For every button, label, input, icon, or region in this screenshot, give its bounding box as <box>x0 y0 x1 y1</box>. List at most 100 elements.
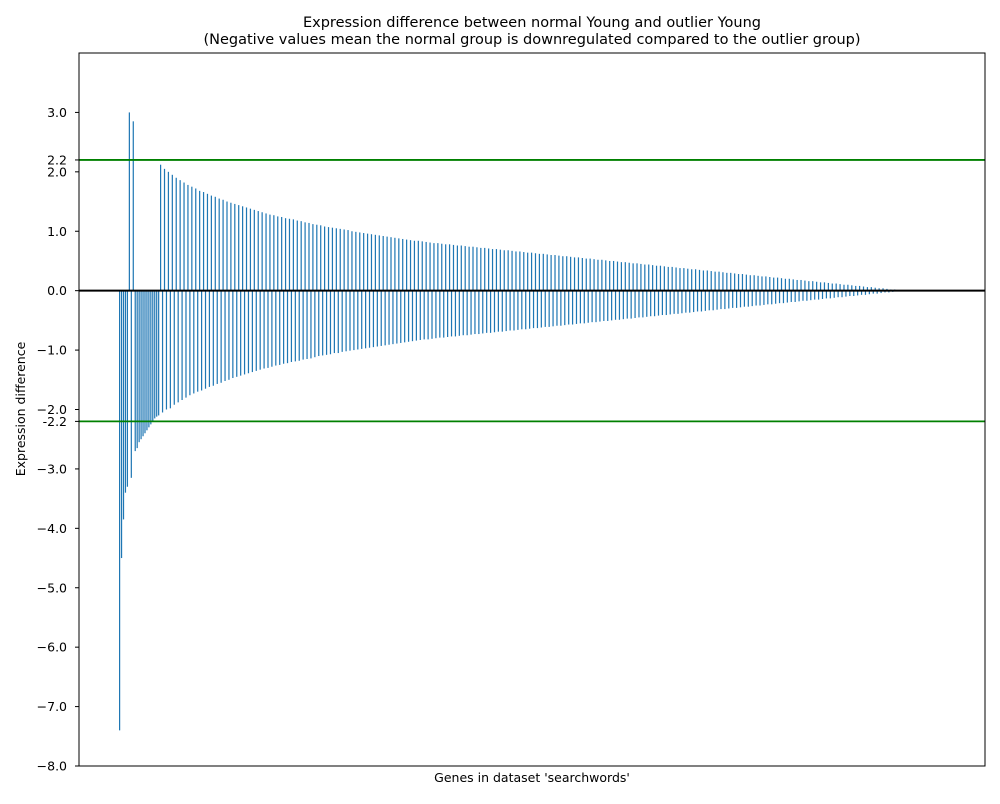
expression-bar <box>778 290 781 304</box>
expression-bar <box>300 221 302 291</box>
expression-bar <box>353 290 355 351</box>
expression-bar <box>316 224 318 291</box>
expression-bar <box>181 290 183 400</box>
expression-bar <box>122 290 125 520</box>
expression-bar <box>722 272 724 291</box>
expression-bar <box>673 290 675 314</box>
expression-bar <box>234 203 236 291</box>
expression-bar <box>788 278 790 291</box>
expression-bar <box>661 290 663 316</box>
expression-bar <box>140 290 142 440</box>
expression-bar <box>257 211 259 291</box>
expression-bar <box>536 290 539 329</box>
expression-bar <box>659 265 662 291</box>
expression-bar <box>435 290 437 339</box>
expression-bar <box>808 281 810 291</box>
expression-bar <box>251 290 253 373</box>
expression-bar <box>679 268 681 291</box>
expression-bar <box>640 263 642 291</box>
expression-bar <box>792 279 794 291</box>
expression-bar <box>124 290 127 493</box>
expression-bar <box>148 290 150 428</box>
expression-bar <box>622 290 624 320</box>
expression-bar <box>687 268 689 291</box>
expression-bar <box>363 233 365 291</box>
expression-bar <box>245 207 248 291</box>
expression-bar <box>618 290 621 320</box>
expression-bar <box>185 290 187 398</box>
expression-bar <box>445 244 447 291</box>
expression-bar <box>255 290 257 371</box>
expression-bar <box>550 255 552 291</box>
expression-bar <box>704 290 706 311</box>
expression-bar <box>757 275 759 291</box>
expression-bar <box>730 272 732 291</box>
x-axis-label: Genes in dataset 'searchwords' <box>434 770 630 785</box>
expression-bar <box>612 260 615 291</box>
expression-bar <box>441 243 443 291</box>
expression-bar <box>404 290 406 343</box>
expression-bar <box>454 290 457 337</box>
expression-bar <box>614 290 617 320</box>
expression-bar <box>437 243 439 291</box>
expression-bar <box>806 290 808 301</box>
expression-bar <box>665 290 667 316</box>
expression-bar <box>712 290 714 311</box>
expression-bar <box>374 234 376 291</box>
expression-bar <box>134 290 136 452</box>
expression-bar <box>575 290 578 324</box>
expression-bar <box>607 290 609 321</box>
expression-bar <box>253 209 255 291</box>
expression-bar <box>243 290 246 375</box>
y-tick-label: −2.0 <box>37 402 67 417</box>
expression-bar <box>784 278 787 291</box>
expression-bar <box>753 275 755 291</box>
expression-bar <box>853 290 855 297</box>
expression-bar <box>271 290 273 367</box>
expression-bar <box>177 290 179 403</box>
expression-bar <box>706 270 708 291</box>
expression-bar <box>880 290 882 294</box>
expression-bar <box>261 212 263 291</box>
expression-bar <box>466 290 468 336</box>
expression-bar <box>866 287 869 291</box>
expression-bar <box>365 290 367 349</box>
expression-bar <box>197 290 199 392</box>
expression-bar <box>279 290 281 365</box>
expression-bar <box>560 290 562 326</box>
expression-bar <box>790 290 792 302</box>
expression-bar <box>407 290 410 342</box>
expression-bar <box>292 219 294 291</box>
expression-bar <box>663 266 665 291</box>
expression-bar <box>187 184 189 291</box>
expression-bar <box>464 246 466 291</box>
expression-bar <box>591 290 593 323</box>
expression-bar <box>810 290 812 301</box>
expression-bar <box>417 240 419 291</box>
expression-bar <box>158 290 160 416</box>
expression-bar <box>798 290 800 302</box>
expression-bar <box>443 290 445 338</box>
expression-bar <box>794 290 796 302</box>
expression-bar <box>855 285 857 291</box>
expression-bar <box>624 262 626 291</box>
expression-bar <box>489 290 492 333</box>
expression-bar <box>786 290 788 303</box>
expression-bar <box>130 290 132 478</box>
expression-bar <box>775 290 777 304</box>
expression-bar <box>327 227 330 291</box>
expression-bar <box>577 257 580 291</box>
expression-bar <box>544 290 546 327</box>
expression-bar <box>732 290 734 308</box>
expression-bar <box>335 228 337 291</box>
expression-bar <box>267 290 269 368</box>
expression-bar <box>310 290 312 359</box>
expression-bar <box>857 290 859 296</box>
expression-bar <box>269 214 271 291</box>
expression-bar <box>739 290 742 308</box>
expression-bar <box>230 202 232 291</box>
expression-bar <box>860 290 863 295</box>
expression-bar <box>120 290 123 559</box>
expression-bar <box>653 290 656 317</box>
